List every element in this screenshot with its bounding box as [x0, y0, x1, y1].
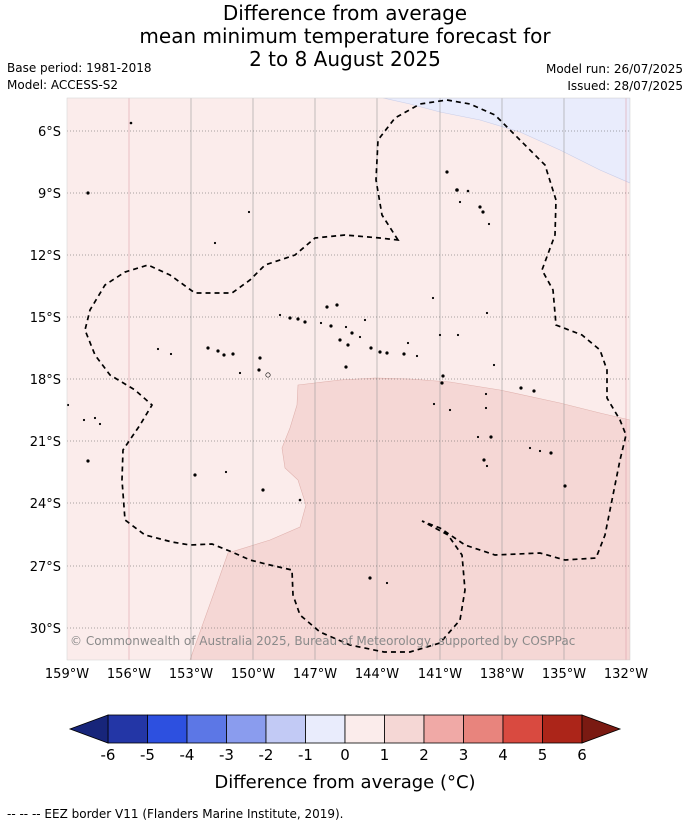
eez-border-line — [84, 99, 627, 653]
colorbar-tick-label: -1 — [298, 746, 313, 764]
colorbar-tick-label: -5 — [140, 746, 155, 764]
lon-label: 159°W — [45, 667, 89, 682]
colorbar-segment — [265, 714, 306, 744]
chart-title: Difference from average mean minimum tem… — [0, 2, 690, 71]
colorbar-tick-label: -3 — [219, 746, 234, 764]
lon-label: 132°W — [604, 667, 648, 682]
colorbar-tick-label: 2 — [419, 746, 429, 764]
colorbar-tick-label: 4 — [498, 746, 508, 764]
map-plot-area — [67, 98, 630, 660]
anomaly-zone-minus1-to-0 — [382, 98, 630, 184]
title-line-1: Difference from average — [222, 1, 468, 25]
lat-label: 24°S — [30, 497, 61, 512]
colorbar-ticks: -6 -5 -4 -3 -2 -1 0 1 2 3 4 5 6 — [101, 746, 587, 764]
colorbar-segment — [186, 714, 227, 744]
colorbar-segment — [542, 714, 583, 744]
lat-label: 21°S — [30, 435, 61, 450]
colorbar-segment — [423, 714, 464, 744]
lat-label: 15°S — [30, 311, 61, 326]
lat-label: 30°S — [30, 622, 61, 637]
lon-label: 153°W — [169, 667, 213, 682]
title-line-3: 2 to 8 August 2025 — [249, 47, 441, 71]
model-name: Model: ACCESS-S2 — [7, 78, 119, 92]
lon-label: 156°W — [107, 667, 151, 682]
colorbar — [68, 714, 622, 744]
lon-label: 135°W — [542, 667, 586, 682]
colorbar-segment — [107, 714, 148, 744]
lon-label: 147°W — [293, 667, 337, 682]
lon-label: 141°W — [418, 667, 462, 682]
colorbar-segment — [147, 714, 188, 744]
colorbar-low-extend — [68, 714, 109, 744]
lon-label: 138°W — [480, 667, 524, 682]
lat-label: 6°S — [38, 125, 61, 140]
colorbar-tick-label: 5 — [538, 746, 548, 764]
meta-left: Base period: 1981-2018 Model: ACCESS-S2 — [7, 60, 152, 94]
colorbar-tick-label: 0 — [340, 746, 350, 764]
colorbar-tick-label: -2 — [259, 746, 274, 764]
colorbar-tick-label: 3 — [459, 746, 469, 764]
eez-footnote: -- -- -- EEZ border V11 (Flanders Marine… — [7, 807, 344, 821]
colorbar-segment — [502, 714, 543, 744]
copyright-notice: © Commonwealth of Australia 2025, Bureau… — [70, 634, 576, 648]
colorbar-segment — [305, 714, 346, 744]
colorbar-segment — [226, 714, 267, 744]
lon-axis: 159°W 156°W 153°W 150°W 147°W 144°W 141°… — [45, 667, 648, 682]
lat-axis: 6°S 9°S 12°S 15°S 18°S 21°S 24°S 27°S 30… — [30, 125, 61, 637]
lon-label: 150°W — [231, 667, 275, 682]
anomaly-zone-1-to-2 — [189, 377, 630, 660]
colorbar-segment — [384, 714, 425, 744]
lat-label: 27°S — [30, 560, 61, 575]
colorbar-tick-label: 6 — [577, 746, 587, 764]
map-frame — [66, 97, 631, 661]
lat-label: 9°S — [38, 187, 61, 202]
meta-right: Model run: 26/07/2025 Issued: 28/07/2025 — [546, 61, 683, 95]
colorbar-tick-label: -4 — [180, 746, 195, 764]
issued-date: Issued: 28/07/2025 — [567, 79, 683, 93]
colorbar-label: Difference from average (°C) — [214, 772, 476, 793]
colorbar-segment — [463, 714, 504, 744]
colorbar-tick-label: -6 — [101, 746, 116, 764]
base-period: Base period: 1981-2018 — [7, 61, 152, 75]
model-run: Model run: 26/07/2025 — [545, 62, 683, 76]
lon-label: 144°W — [355, 667, 399, 682]
islands — [67, 121, 567, 585]
colorbar-high-extend — [581, 714, 622, 744]
lat-grid-lines — [67, 130, 630, 629]
lat-label: 12°S — [30, 249, 61, 264]
lat-label: 18°S — [30, 373, 61, 388]
title-line-2: mean minimum temperature forecast for — [139, 24, 551, 48]
colorbar-segment — [344, 714, 385, 744]
colorbar-tick-label: 1 — [380, 746, 390, 764]
